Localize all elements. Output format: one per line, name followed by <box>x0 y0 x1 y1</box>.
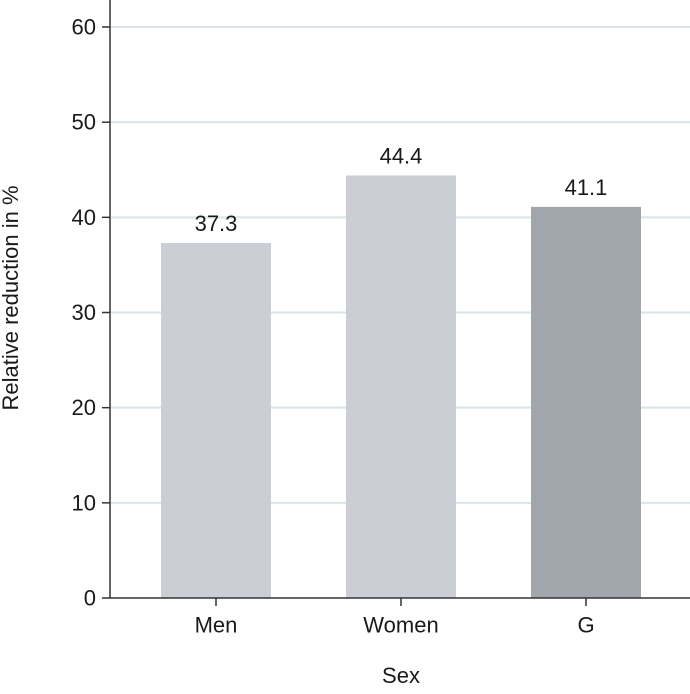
x-tick-label: Women <box>363 613 438 638</box>
x-tick-label: G <box>577 613 594 638</box>
bar <box>531 206 641 599</box>
bar <box>161 243 271 599</box>
data-label: 37.3 <box>195 211 238 236</box>
labels: 0 10 20 30 40 50 60 Men 37.3 Women 44.4 G 41.1 <box>72 15 608 638</box>
y-tick-label: 60 <box>72 15 96 40</box>
data-label: 44.4 <box>380 143 423 168</box>
y-tick-label: 50 <box>72 110 96 135</box>
x-axis-title: Sex <box>382 663 420 688</box>
x-tick-label: Men <box>195 613 238 638</box>
y-tick-label: 0 <box>84 586 96 611</box>
bars <box>161 175 641 599</box>
bar <box>346 175 456 598</box>
y-tick-label: 10 <box>72 490 96 515</box>
data-label: 41.1 <box>565 175 608 200</box>
y-tick-label: 40 <box>72 205 96 230</box>
y-axis-title: Relative reduction in % <box>0 185 23 410</box>
axes <box>102 0 690 606</box>
y-tick-label: 30 <box>72 300 96 325</box>
y-tick-label: 20 <box>72 395 96 420</box>
